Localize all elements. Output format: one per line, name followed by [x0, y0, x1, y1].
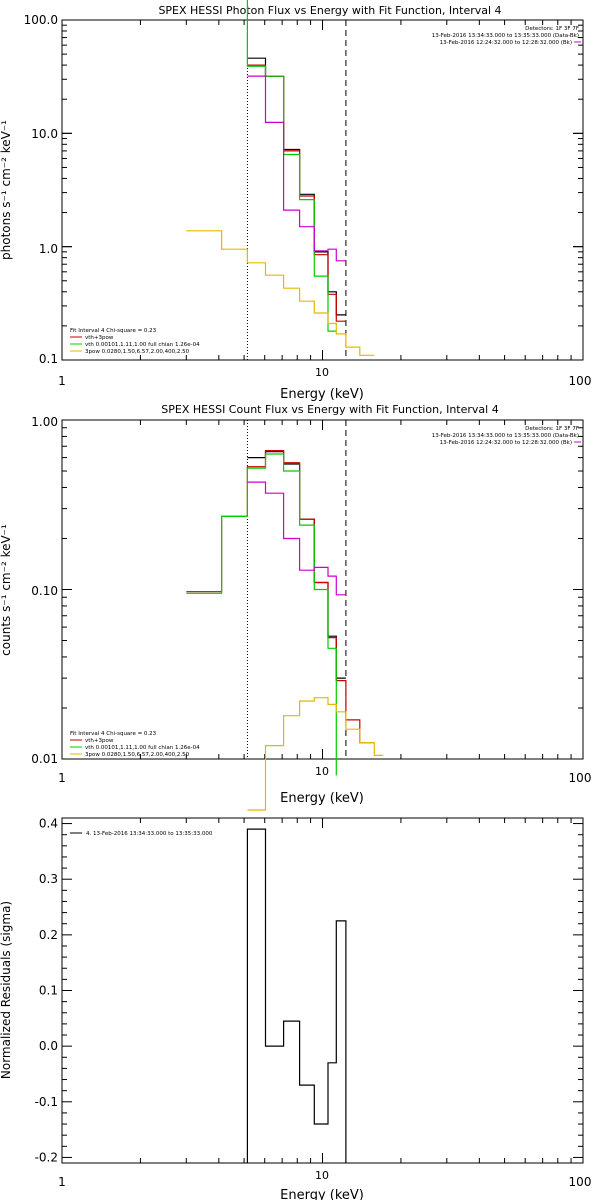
- photon-flux-title: SPEX HESSI Photon Flux vs Energy with Fi…: [158, 4, 501, 17]
- photon-flux-y-tick-2: 10.0: [31, 127, 58, 141]
- photon-flux-series-powerlaw: [186, 230, 375, 356]
- count-flux-x-tick-2: 100: [569, 771, 592, 785]
- count-flux-y-ticks: [62, 419, 583, 760]
- count-flux-x-label: Energy (keV): [280, 791, 364, 806]
- count-flux-series-vth: [186, 453, 337, 776]
- residuals-y-tick-label: -0.1: [35, 1095, 58, 1109]
- photon-flux-x-tick-1: 10: [315, 366, 329, 379]
- count-flux-time-main: 13-Feb-2016 13:34:33.000 to 13:35:33.000…: [432, 433, 579, 439]
- count-flux-detectors: Detectors: 1F 3F 7F: [525, 426, 579, 432]
- photon-flux-reference-lines: [246, 20, 347, 360]
- residuals-y-tick-label: 0.4: [39, 817, 58, 831]
- count-flux-legend-fit: vth+3pow: [85, 738, 114, 744]
- count-flux-x-ticks: [61, 420, 584, 759]
- count-flux-title: SPEX HESSI Count Flux vs Energy with Fit…: [161, 403, 498, 416]
- photon-flux-legend-header: Fit Interval 4 Chi-square = 0.23: [70, 328, 157, 334]
- count-flux-panel: SPEX HESSI Count Flux vs Energy with Fit…: [0, 403, 592, 811]
- photon-flux-x-tick-2: 100: [569, 374, 592, 388]
- photon-flux-legend-vth: vth 0.00101,1.11,1.00 full chian 1.26e-0…: [85, 342, 200, 348]
- residuals-y-tick-label: 0.2: [39, 928, 58, 942]
- residuals-series-data: [246, 828, 347, 1163]
- residuals-y-tick-label: -0.2: [35, 1150, 58, 1164]
- photon-flux-y-tick-0: 0.1: [39, 352, 58, 366]
- photon-flux-series-background: [247, 75, 346, 262]
- count-flux-y-tick-1: 0.10: [31, 584, 58, 598]
- photon-flux-legend-pow: 3pow 0.0280,1.50,6.57,2.00,400,2.50: [85, 349, 190, 355]
- count-flux-y-tick-2: 1.00: [31, 415, 58, 429]
- count-flux-legend-vth: vth 0.00101,1.11,1.00 full chian 1.26e-0…: [85, 745, 200, 751]
- photon-flux-series-vth: [246, 0, 337, 332]
- count-flux-series-powerlaw: [247, 697, 384, 811]
- residuals-y-label: Normalized Residuals (sigma): [0, 901, 13, 1079]
- photon-flux-legend-fit: vth+3pow: [85, 335, 114, 341]
- residuals-y-tick-label: 0.3: [39, 872, 58, 886]
- count-flux-series: [186, 450, 384, 811]
- residuals-y-tick-label: 0.0: [39, 1039, 58, 1053]
- count-flux-y-tick-0: 0.01: [31, 752, 58, 766]
- residuals-legend-entry: 4. 13-Feb-2016 13:34:33.000 to 13:35:33.…: [86, 831, 213, 837]
- count-flux-legend-pow: 3pow 0.0280,1.50,6.57,2.00,400,2.50: [85, 752, 190, 758]
- photon-flux-x-tick-0: 1: [58, 374, 66, 388]
- residuals-series: [246, 828, 347, 1163]
- photon-flux-y-tick-1: 1.0: [39, 242, 58, 256]
- count-flux-time-bk: 13-Feb-2016 12:24:32.000 to 12:28:32.000…: [440, 440, 572, 446]
- residuals-x-tick-2: 100: [569, 1175, 592, 1189]
- photon-flux-detectors: Detectors: 1F 3F 7F: [525, 26, 579, 32]
- residuals-y-tick-label: 0.1: [39, 984, 58, 998]
- count-flux-x-tick-0: 1: [58, 771, 66, 785]
- photon-flux-time-main: 13-Feb-2016 13:34:33.000 to 13:35:33.000…: [432, 33, 579, 39]
- photon-flux-y-ticks: [62, 19, 583, 361]
- photon-flux-series: [186, 0, 375, 356]
- count-flux-x-tick-1: 10: [315, 765, 329, 778]
- residuals-x-tick-0: 1: [58, 1175, 66, 1189]
- photon-flux-panel: SPEX HESSI Photon Flux vs Energy with Fi…: [0, 0, 591, 402]
- residuals-x-tick-1: 10: [315, 1169, 329, 1182]
- residuals-panel: 0.4 0.3 0.2 0.1 0.0 -0.1 -0.2 10 1 100 Energy …: [0, 817, 591, 1200]
- residuals-x-label: Energy (keV): [280, 1188, 364, 1200]
- residuals-x-ticks: [61, 818, 584, 1163]
- photon-flux-x-ticks: [61, 20, 584, 360]
- photon-flux-time-bk: 13-Feb-2016 12:24:32.000 to 12:28:32.000…: [440, 40, 572, 46]
- photon-flux-y-tick-3: 100.0: [24, 13, 58, 27]
- photon-flux-y-label: photons s⁻¹ cm⁻² keV⁻¹: [0, 120, 13, 260]
- photon-flux-x-label: Energy (keV): [280, 387, 364, 402]
- residuals-y-ticks: [62, 823, 583, 1158]
- count-flux-y-label: counts s⁻¹ cm⁻² keV⁻¹: [0, 524, 13, 656]
- count-flux-legend-header: Fit Interval 4 Chi-square = 0.23: [70, 731, 157, 737]
- residuals-y-tick-labels: 0.4 0.3 0.2 0.1 0.0 -0.1 -0.2: [35, 817, 58, 1165]
- count-flux-series-background: [247, 481, 346, 596]
